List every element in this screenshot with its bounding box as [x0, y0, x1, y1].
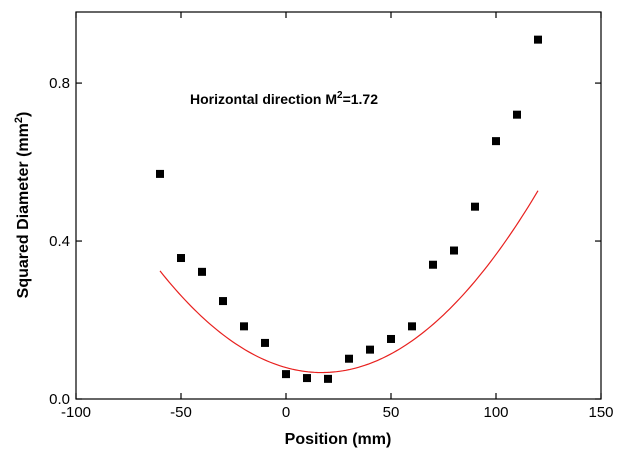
y-tick-label: 0.8: [49, 75, 70, 92]
x-tick-label: -100: [61, 404, 91, 421]
data-point: [366, 345, 374, 354]
data-point: [177, 254, 185, 263]
x-tick-label: 100: [483, 404, 508, 421]
data-point: [450, 246, 458, 255]
data-point: [387, 334, 395, 343]
x-tick-label: 0: [282, 404, 290, 421]
annotation-sup: 2: [337, 90, 343, 101]
x-tick-label: -50: [170, 404, 192, 421]
data-point: [324, 374, 332, 383]
annotation-end: =1.72: [343, 91, 379, 107]
annotation-main: Horizontal direction M: [190, 91, 337, 107]
fit-curve: [159, 190, 539, 374]
data-point: [492, 137, 500, 146]
y-axis-label: Squared Diameter (mm2): [13, 112, 32, 299]
data-points: [156, 35, 542, 383]
data-point: [534, 35, 542, 44]
y-axis-label-end: ): [15, 112, 32, 117]
x-tick-label: 150: [588, 404, 613, 421]
y-axis-label-main: Squared Diameter (mm: [15, 123, 32, 298]
data-point: [429, 260, 437, 269]
data-point: [303, 374, 311, 383]
x-axis: -100 -50 0 50 100 150: [61, 12, 614, 421]
y-axis-label-sup: 2: [13, 117, 25, 123]
data-point: [240, 322, 248, 331]
data-point: [261, 338, 269, 347]
data-point: [408, 322, 416, 331]
x-axis-label: Position (mm): [285, 431, 392, 448]
y-axis: 0.0 0.4 0.8: [49, 75, 601, 408]
plot-frame: [75, 11, 602, 400]
data-point: [471, 202, 479, 211]
annotation: Horizontal direction M2=1.72: [190, 90, 378, 107]
data-point: [219, 297, 227, 306]
data-point: [345, 354, 353, 363]
data-point: [198, 267, 206, 276]
y-tick-label: 0.0: [49, 391, 70, 408]
y-tick-label: 0.4: [49, 233, 70, 250]
x-tick-label: 50: [383, 404, 400, 421]
data-point: [282, 370, 290, 379]
data-point: [513, 110, 521, 119]
data-point: [156, 169, 164, 178]
